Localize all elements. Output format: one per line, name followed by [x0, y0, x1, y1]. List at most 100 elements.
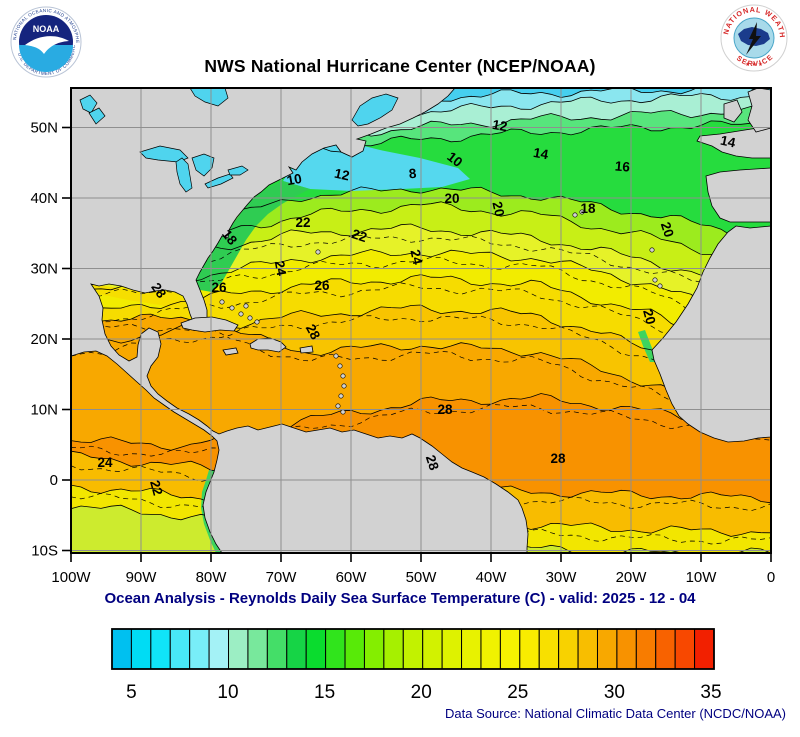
land-masses	[71, 88, 771, 553]
land-great-britain	[747, 88, 771, 133]
island-dot	[333, 353, 339, 359]
page-title: NWS National Hurricane Center (NCEP/NOAA…	[204, 56, 596, 76]
lake-erie	[204, 173, 234, 189]
island-dot	[649, 247, 655, 253]
contour-label: 16	[614, 158, 631, 174]
y-tick-label: 50N	[30, 120, 58, 137]
y-tick-label: 10S	[31, 543, 58, 560]
contour-label: 22	[350, 226, 369, 245]
colorbar-segment	[130, 628, 152, 670]
colorbar-frame	[111, 628, 715, 670]
colorbar-tick-label: 35	[700, 682, 721, 703]
colorbar: 5 10 15 20 25 30 35	[111, 628, 722, 703]
contour-label: 18	[580, 201, 596, 216]
colorbar-segment	[616, 628, 637, 670]
island-dot	[247, 315, 253, 321]
island-dot	[657, 283, 663, 289]
contour-label: 20	[444, 191, 459, 206]
y-tick-label: 40N	[30, 190, 58, 207]
colorbar-segment	[655, 628, 676, 670]
colorbar-tick-label: 15	[314, 682, 335, 703]
land-puerto-rico	[299, 345, 314, 354]
x-tick-label: 30W	[546, 569, 578, 586]
contour-label: 24	[97, 455, 113, 470]
colorbar-segment	[577, 628, 598, 670]
island-dot	[254, 319, 260, 325]
contour-label: 22	[147, 479, 165, 497]
island-dot	[315, 249, 321, 255]
colorbar-segment	[635, 628, 657, 670]
colorbar-segment	[189, 628, 210, 670]
noaa-center-text: NOAA	[33, 24, 60, 34]
lake-huron	[191, 153, 215, 177]
y-tick-label: 30N	[30, 261, 58, 278]
colorbar-tick-label: 5	[126, 682, 137, 703]
land-africa	[651, 225, 771, 443]
colorbar-tick-label: 20	[411, 682, 432, 703]
lakes	[79, 88, 399, 193]
y-tick-label: 0	[50, 472, 58, 489]
contour-label: 26	[211, 280, 227, 295]
colorbar-segment	[266, 628, 288, 670]
contour-label: 14	[532, 145, 550, 162]
contour-label: 10	[286, 171, 303, 188]
colorbar-segment	[402, 628, 424, 670]
x-tick-label: 80W	[196, 569, 228, 586]
colorbar-tick-label: 30	[604, 682, 625, 703]
colorbar-segment	[694, 628, 715, 670]
island-dot	[341, 383, 347, 389]
island-dot	[229, 305, 235, 311]
land-jamaica	[222, 347, 239, 356]
colorbar-segment	[247, 628, 268, 670]
lake-winnipeg	[79, 94, 98, 114]
colorbar-segment	[558, 628, 579, 670]
land-france	[696, 125, 771, 159]
colorbar-segment	[111, 628, 132, 670]
land-cuba	[180, 316, 239, 333]
nws-stars: ★ ★ ★	[745, 61, 763, 68]
contour-label: 24	[408, 248, 426, 266]
x-tick-label: 60W	[336, 569, 368, 586]
contour-label: 10	[444, 149, 465, 170]
contour-label: 12	[333, 166, 351, 184]
colorbar-segment	[228, 628, 249, 670]
colorbar-segment	[383, 628, 404, 670]
colorbar-segment	[344, 628, 365, 670]
contour-label: 26	[314, 278, 330, 293]
island-dot	[335, 403, 341, 409]
africa-upwelling-patch	[638, 330, 656, 362]
contour-label: 14	[719, 133, 737, 151]
x-tick-label: 10W	[686, 569, 718, 586]
contour-label: 28	[437, 402, 453, 417]
colorbar-segment	[538, 628, 560, 670]
colorbar-tick-label: 10	[217, 682, 238, 703]
island-dot	[340, 409, 346, 415]
island-dot	[340, 373, 346, 379]
noaa-logo-svg: NATIONAL OCEANIC AND ATMOSPHERIC ADMINIS…	[10, 6, 82, 78]
island-dot	[572, 212, 578, 218]
noaa-wave	[19, 45, 73, 72]
colorbar-segment	[208, 628, 230, 670]
x-tick-label: 70W	[266, 569, 298, 586]
x-tick-label: 90W	[126, 569, 158, 586]
y-tick-label: 10N	[30, 402, 58, 419]
contour-label: 8	[408, 166, 417, 182]
contour-label: 12	[491, 117, 508, 134]
contour-label: 20	[658, 220, 677, 239]
colorbar-segment	[363, 628, 385, 670]
data-source: Data Source: National Climatic Data Cent…	[445, 706, 786, 721]
colorbar-segment	[461, 628, 482, 670]
gulf-stream-front-patch	[196, 181, 310, 292]
gulf-st-lawrence	[351, 93, 399, 127]
island-dot	[243, 303, 249, 309]
x-tick-label: 40W	[476, 569, 508, 586]
colorbar-segment	[519, 628, 540, 670]
island-dot	[579, 209, 585, 215]
small-islands	[219, 209, 663, 415]
x-tick-label: 100W	[51, 569, 91, 586]
gulf-mexico-shelf-patch	[91, 284, 187, 312]
colorbar-segment	[325, 628, 346, 670]
island-dot	[238, 311, 244, 317]
nws-logo: NATIONAL WEATHER SERVICE ★ ★ ★	[720, 4, 788, 77]
land-iberia	[705, 167, 771, 223]
